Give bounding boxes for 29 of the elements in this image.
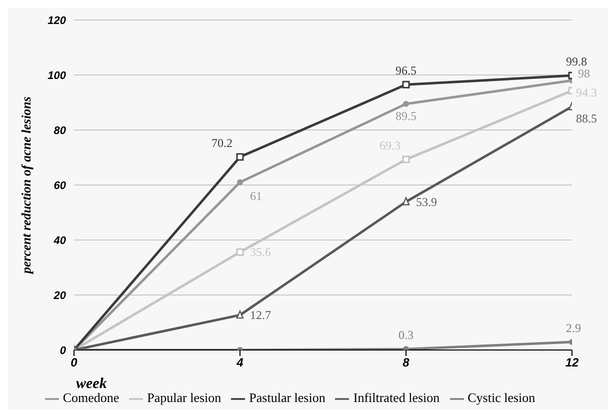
data-label: 89.5 [396, 108, 416, 123]
y-tick-label: 0 [60, 344, 67, 357]
legend-label: Cystic lesion [468, 390, 536, 405]
data-label: 98 [578, 66, 590, 80]
x-tick-label: 0 [70, 356, 78, 370]
legend-label: Papular lesion [147, 390, 222, 405]
data-label: 2.9 [566, 321, 581, 336]
x-tick-label: 4 [236, 356, 244, 370]
data-label: 88.5 [576, 112, 597, 126]
data-label: 0.3 [398, 328, 414, 342]
x-tick-label: 8 [402, 356, 410, 370]
data-label: 70.2 [212, 136, 232, 150]
legend-label: Infiltrated lesion [353, 390, 440, 405]
data-label: 61 [250, 189, 262, 204]
data-label: 96.5 [396, 64, 416, 78]
y-tick-label: 120 [48, 14, 67, 27]
x-axis-title: week [76, 376, 108, 392]
y-tick-label: 40 [52, 234, 67, 247]
y-tick-label: 20 [52, 290, 67, 302]
legend-label: Comedone [62, 390, 120, 405]
y-tick-label: 60 [54, 180, 67, 192]
x-tick-label: 12 [565, 356, 579, 370]
data-label: 99.8 [566, 54, 587, 69]
y-tick-label: 80 [54, 124, 67, 137]
legend-label: Pastular lesion [249, 390, 326, 405]
y-tick-label: 100 [48, 70, 67, 82]
data-label: 53.9 [416, 194, 437, 209]
y-axis-title: percent reduction of acne lesions [18, 96, 34, 274]
data-label: 12.7 [250, 308, 271, 322]
